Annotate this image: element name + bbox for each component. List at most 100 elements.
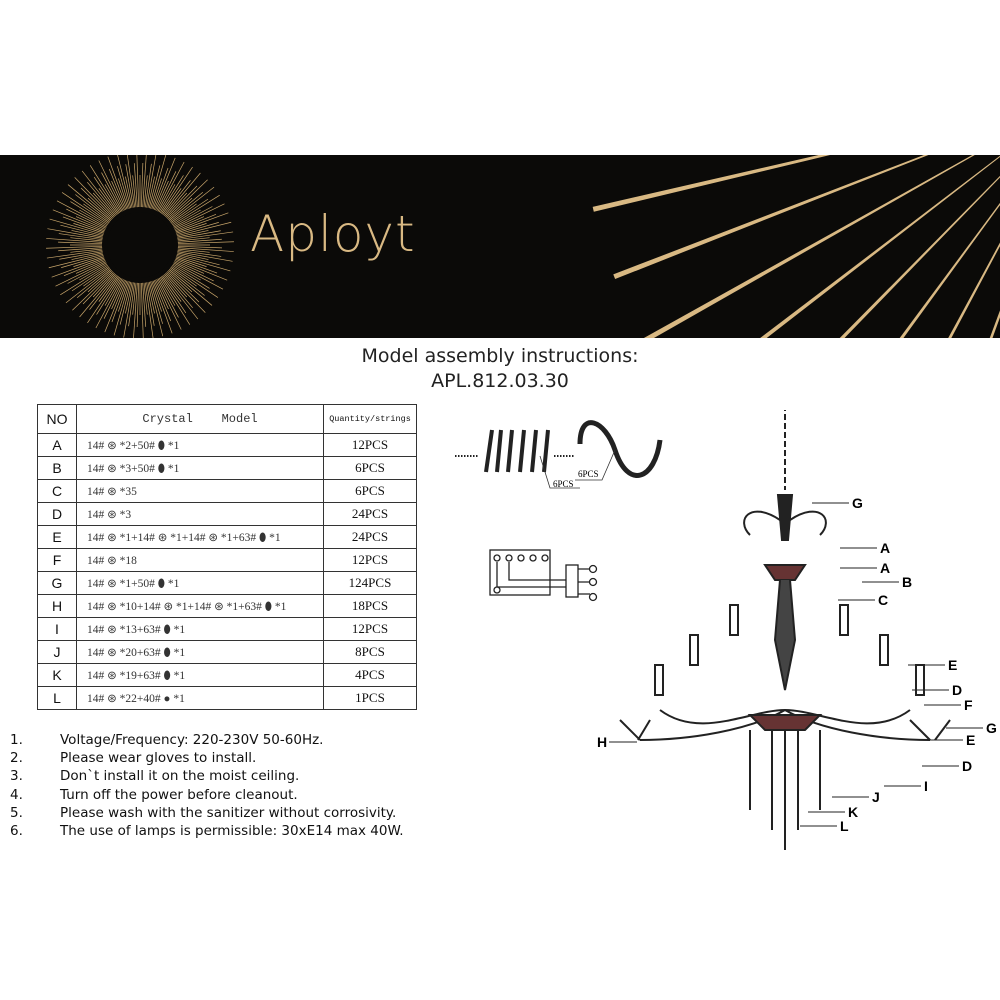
row-quantity: 4PCS [323, 663, 417, 687]
note-text: Please wash with the sanitizer without c… [60, 804, 397, 821]
diagram-label: A [880, 560, 890, 576]
diagram-label: I [924, 778, 928, 794]
diagram-label: G [852, 495, 863, 511]
row-quantity: 12PCS [323, 548, 417, 572]
note-item: 2. Please wear gloves to install. [10, 749, 404, 767]
table-row: C 14# ⊛ *35 6PCS [37, 479, 417, 503]
instructions-title: Model assembly instructions: [361, 345, 639, 367]
ray [613, 155, 929, 280]
note-item: 1. Voltage/Frequency: 220-230V 50-60Hz. [10, 731, 404, 749]
diagram-label: C [878, 592, 888, 608]
row-crystal-model: 14# ⊛ *22+40# ● *1 [76, 686, 324, 710]
crystal-strands-icon [455, 420, 663, 478]
note-text: Turn off the power before cleanout. [60, 786, 298, 803]
table-row: I 14# ⊛ *13+63# ⬮ *1 12PCS [37, 617, 417, 641]
table-row: F 14# ⊛ *18 12PCS [37, 548, 417, 572]
diagram-label: B [902, 574, 912, 590]
crystal-table: NO Crystal Model Quantity/strings A 14# ⊛… [37, 404, 417, 710]
row-crystal-model: 14# ⊛ *35 [76, 479, 324, 503]
diagram-label: L [840, 818, 849, 834]
diagram-label: E [966, 732, 975, 748]
sunburst-logo-icon [46, 155, 1000, 338]
note-text: Voltage/Frequency: 220-230V 50-60Hz. [60, 732, 324, 748]
row-quantity: 6PCS [323, 479, 417, 503]
chandelier-drawing-icon [619, 410, 951, 850]
row-crystal-model: 14# ⊛ *1+14# ⊛ *1+14# ⊛ *1+63# ⬮ *1 [76, 525, 324, 549]
row-crystal-model: 14# ⊛ *18 [76, 548, 324, 572]
row-no: K [37, 663, 77, 687]
diagram-label: E [948, 657, 957, 673]
strand-qty: 6PCS [553, 479, 574, 489]
wiring-terminal-icon [489, 549, 598, 602]
table-header: NO Crystal Model Quantity/strings [37, 404, 417, 434]
row-crystal-model: 14# ⊛ *3 [76, 502, 324, 526]
note-text: Please wear gloves to install. [60, 750, 257, 767]
chain-qty: 6PCS [578, 469, 599, 479]
diagram-label: D [952, 682, 962, 698]
ray [592, 155, 831, 212]
row-no: J [37, 640, 77, 664]
row-no: C [37, 479, 77, 503]
header-no: NO [37, 404, 77, 434]
row-quantity: 1PCS [323, 686, 417, 710]
row-quantity: 6PCS [323, 456, 417, 480]
diagram-label: G [986, 720, 997, 736]
row-quantity: 8PCS [323, 640, 417, 664]
note-number: 5. [10, 804, 23, 821]
row-no: L [37, 686, 77, 710]
table-row: K 14# ⊛ *19+63# ⬮ *1 4PCS [37, 663, 417, 687]
row-crystal-model: 14# ⊛ *2+50# ⬮ *1 [76, 433, 324, 457]
row-no: B [37, 456, 77, 480]
ray [839, 175, 1000, 338]
table-row: L 14# ⊛ *22+40# ● *1 1PCS [37, 686, 417, 710]
diagram-label: J [872, 789, 880, 805]
table-row: H 14# ⊛ *10+14# ⊛ *1+14# ⊛ *1+63# ⬮ *1 18P… [37, 594, 417, 618]
note-number: 2. [10, 750, 23, 767]
note-number: 6. [10, 823, 23, 840]
diagram-label: F [964, 697, 973, 713]
table-row: D 14# ⊛ *3 24PCS [37, 502, 417, 526]
table-row: E 14# ⊛ *1+14# ⊛ *1+14# ⊛ *1+63# ⬮ *1 24PC… [37, 525, 417, 549]
note-text: The use of lamps is permissible: 30xE14 … [60, 823, 404, 840]
ray [760, 155, 1000, 338]
row-quantity: 18PCS [323, 594, 417, 618]
header-crystal-model: Crystal Model [76, 404, 324, 434]
row-quantity: 12PCS [323, 617, 417, 641]
row-crystal-model: 14# ⊛ *13+63# ⬮ *1 [76, 617, 324, 641]
diagram-label: D [962, 758, 972, 774]
diagram-label: K [848, 804, 858, 820]
ray [948, 242, 1000, 338]
row-quantity: 124PCS [323, 571, 417, 595]
row-crystal-model: 14# ⊛ *3+50# ⬮ *1 [76, 456, 324, 480]
table-row: G 14# ⊛ *1+50# ⬮ *1 124PCS [37, 571, 417, 595]
diagram-label: H [597, 734, 607, 750]
diagram-label: A [880, 540, 890, 556]
ray [989, 310, 1000, 338]
row-crystal-model: 14# ⊛ *1+50# ⬮ *1 [76, 571, 324, 595]
brand-logo: Aployt [250, 205, 416, 263]
ray [899, 202, 1000, 338]
header-quantity: Quantity/strings [323, 404, 417, 434]
ray [643, 155, 975, 338]
row-no: H [37, 594, 77, 618]
row-no: G [37, 571, 77, 595]
notes-list: 1. Voltage/Frequency: 220-230V 50-60Hz. 2.… [10, 731, 404, 840]
ray [974, 155, 1000, 338]
row-no: I [37, 617, 77, 641]
row-no: F [37, 548, 77, 572]
row-quantity: 24PCS [323, 502, 417, 526]
row-quantity: 24PCS [323, 525, 417, 549]
header-banner [0, 155, 1000, 338]
row-no: D [37, 502, 77, 526]
table-row: A 14# ⊛ *2+50# ⬮ *1 12PCS [37, 433, 417, 457]
note-item: 6. The use of lamps is permissible: 30xE1… [10, 822, 404, 840]
note-item: 4. Turn off the power before cleanout. [10, 786, 404, 804]
row-crystal-model: 14# ⊛ *19+63# ⬮ *1 [76, 663, 324, 687]
note-text: Don`t install it on the moist ceiling. [60, 768, 300, 785]
row-crystal-model: 14# ⊛ *20+63# ⬮ *1 [76, 640, 324, 664]
row-quantity: 12PCS [323, 433, 417, 457]
row-no: A [37, 433, 77, 457]
row-crystal-model: 14# ⊛ *10+14# ⊛ *1+14# ⊛ *1+63# ⬮ *1 [76, 594, 324, 618]
note-number: 3. [10, 768, 23, 785]
